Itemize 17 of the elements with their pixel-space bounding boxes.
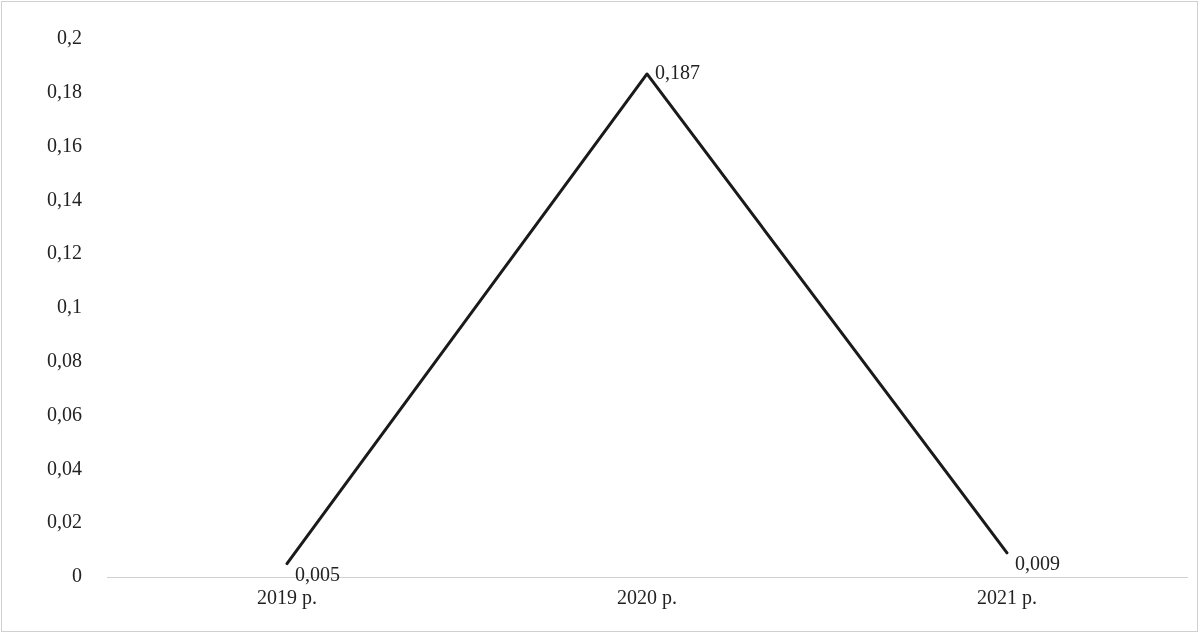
y-tick-label: 0,08 (47, 349, 82, 372)
y-tick-label: 0,04 (47, 456, 82, 479)
data-label: 0,187 (655, 61, 700, 84)
y-tick-label: 0,02 (47, 510, 82, 533)
y-tick-label: 0,06 (47, 402, 82, 425)
y-tick-label: 0,14 (47, 187, 82, 210)
y-tick-label: 0,2 (57, 26, 82, 49)
y-tick-label: 0,18 (47, 80, 82, 103)
y-tick-label: 0 (72, 564, 82, 587)
y-tick-label: 0,1 (57, 295, 82, 318)
data-label: 0,005 (295, 562, 340, 585)
x-tick-label: 2019 р. (257, 586, 317, 610)
y-tick-label: 0,12 (47, 241, 82, 264)
x-tick-label: 2020 р. (617, 586, 677, 610)
x-tick-label: 2021 р. (977, 586, 1037, 610)
data-label: 0,009 (1015, 552, 1060, 575)
y-tick-label: 0,16 (47, 133, 82, 156)
